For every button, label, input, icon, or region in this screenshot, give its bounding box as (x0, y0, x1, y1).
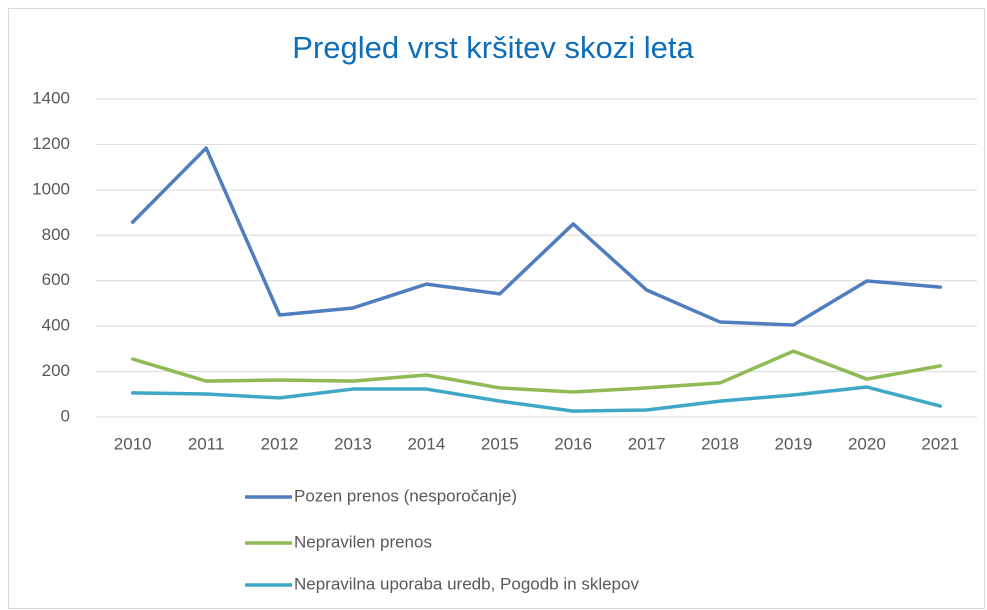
x-tick-label: 2017 (628, 434, 666, 453)
y-tick-label: 800 (42, 225, 70, 244)
legend-label: Pozen prenos (nesporočanje) (294, 486, 517, 505)
x-tick-label: 2013 (334, 434, 372, 453)
x-tick-label: 2019 (775, 434, 813, 453)
x-tick-label: 2011 (188, 434, 225, 453)
series-line (130, 385, 943, 413)
x-tick-label: 2020 (848, 434, 886, 453)
x-tick-label: 2018 (701, 434, 739, 453)
x-tick-label: 2015 (481, 434, 519, 453)
x-tick-label: 2021 (921, 434, 959, 453)
chart-title: Pregled vrst kršitev skozi leta (292, 30, 694, 65)
y-tick-label: 1400 (32, 88, 70, 107)
x-tick-label: 2016 (554, 434, 592, 453)
y-tick-label: 0 (61, 406, 70, 425)
series-line (130, 146, 943, 327)
y-tick-label: 200 (42, 361, 70, 380)
legend-label: Nepravilen prenos (294, 532, 432, 551)
legend-label: Nepravilna uporaba uredb, Pogodb in skle… (294, 574, 639, 593)
y-tick-label: 1200 (32, 134, 70, 153)
series-line (130, 349, 943, 394)
y-tick-label: 600 (42, 270, 70, 289)
y-tick-label: 1000 (32, 179, 70, 198)
x-tick-label: 2012 (261, 434, 299, 453)
y-tick-label: 400 (42, 316, 70, 335)
x-tick-label: 2014 (407, 434, 445, 453)
x-tick-label: 2010 (114, 434, 152, 453)
